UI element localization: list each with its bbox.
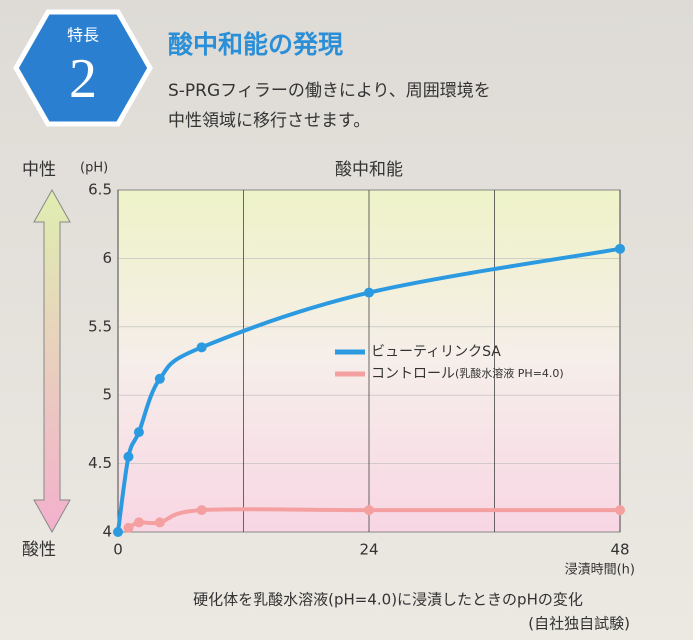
y-tick-label: 5.5: [88, 317, 112, 335]
data-point: [364, 505, 374, 516]
data-point: [364, 287, 374, 298]
ph-arrow: [33, 188, 71, 534]
neutral-label: 中性: [22, 160, 56, 180]
data-point: [615, 505, 625, 516]
data-point: [133, 517, 144, 528]
x-tick-label: 24: [359, 541, 378, 559]
y-tick-label: 4: [102, 523, 112, 541]
data-point: [196, 505, 207, 516]
legend-label: ビューティリンクSA: [371, 344, 501, 360]
acid-label: 酸性: [22, 540, 56, 560]
data-point: [154, 373, 165, 384]
legend-name: ビューティリンクSA: [371, 344, 501, 360]
legend-label: コントロール(乳酸水溶液 PH=4.0): [371, 366, 564, 382]
badge-label: 特長: [67, 26, 99, 45]
y-tick-label: 6: [102, 249, 112, 267]
x-axis-label: 浸漬時間(h): [565, 563, 635, 578]
x-tick-label: 48: [610, 541, 629, 559]
badge: [13, 9, 153, 127]
data-point: [133, 427, 144, 438]
title: 酸中和能の発現: [168, 30, 343, 59]
y-tick-label: 4.5: [88, 454, 112, 472]
badge-number: 2: [69, 48, 97, 110]
y-unit: (pH): [80, 161, 108, 176]
data-point: [123, 451, 134, 462]
data-point: [113, 527, 123, 537]
data-point: [615, 243, 625, 254]
caption: (自社独自試験): [528, 615, 630, 633]
description: 中性領域に移行させます。: [168, 111, 370, 131]
legend-note: (乳酸水溶液 PH=4.0): [455, 366, 564, 380]
y-tick-label: 5: [102, 386, 112, 404]
x-tick-label: 0: [113, 541, 123, 559]
data-point: [154, 517, 165, 528]
y-tick-label: 6.5: [88, 181, 112, 199]
description: S-PRGフィラーの働きにより、周囲環境を: [168, 81, 491, 101]
chart-title: 酸中和能: [335, 160, 403, 180]
data-point: [123, 522, 134, 533]
caption: 硬化体を乳酸水溶液(pH=4.0)に浸漬したときのpHの変化: [193, 591, 583, 609]
legend-name: コントロール: [371, 366, 455, 382]
data-point: [196, 342, 207, 353]
